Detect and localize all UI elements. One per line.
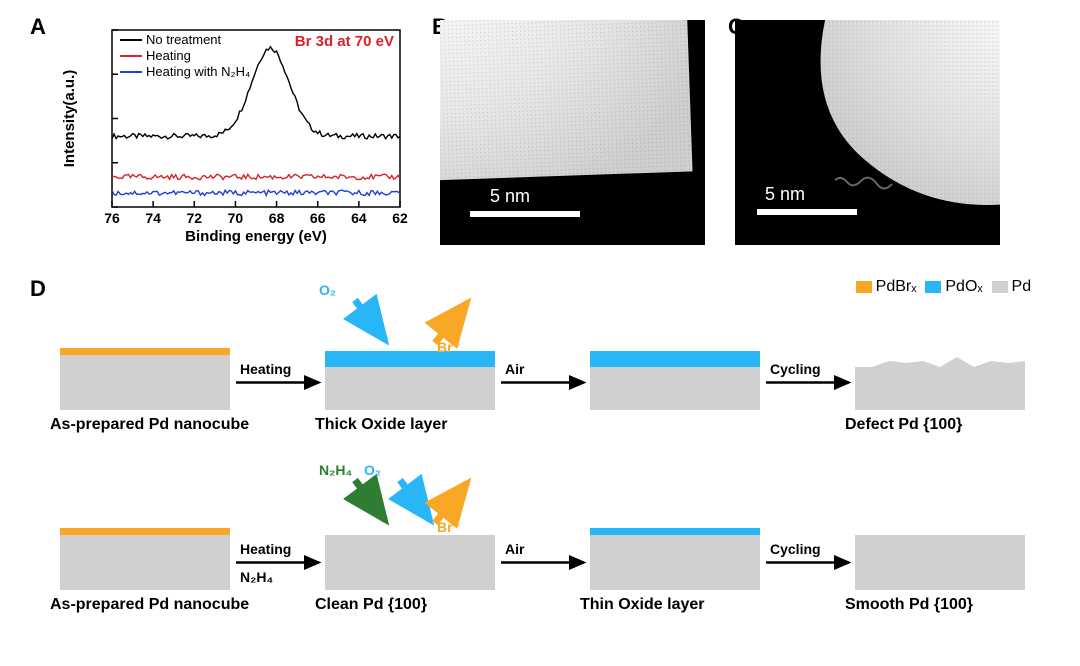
pd-block — [325, 367, 495, 410]
panel-a-label: A — [30, 14, 46, 40]
svg-text:74: 74 — [145, 210, 161, 226]
step-label: Air — [505, 361, 524, 377]
step-label: Air — [505, 541, 524, 557]
stage-caption: Clean Pd {100} — [315, 596, 525, 614]
svg-text:70: 70 — [228, 210, 244, 226]
svg-text:Heating with N₂H₄: Heating with N₂H₄ — [146, 64, 250, 79]
panel-d-schematic: As-prepared Pd nanocubeThick Oxide layer… — [60, 280, 1060, 650]
gas-label: N₂H₄ — [319, 462, 352, 478]
pd-block — [855, 535, 1025, 590]
gas-label: O₂ — [364, 462, 381, 478]
scalebar-c-text: 5 nm — [765, 184, 805, 205]
stage-caption: Smooth Pd {100} — [845, 596, 1055, 614]
gas-label: Br⁻ — [437, 519, 460, 536]
svg-text:64: 64 — [351, 210, 367, 226]
tem-image-c: 5 nm — [735, 20, 1000, 245]
panel-d-label: D — [30, 276, 46, 302]
scalebar-b-text: 5 nm — [490, 186, 530, 207]
step-label: Heating — [240, 361, 291, 377]
gas-label: Br⁻ — [437, 339, 460, 356]
scalebar-b — [470, 211, 580, 217]
svg-text:62: 62 — [392, 210, 408, 226]
surface-layer — [60, 528, 230, 535]
svg-text:66: 66 — [310, 210, 326, 226]
scalebar-c — [757, 209, 857, 215]
panel-b-tem: 5 nm — [440, 20, 705, 245]
stage-caption: Defect Pd {100} — [845, 416, 1055, 434]
figure-root: A B C D 7674727068666462Binding energy (… — [0, 0, 1080, 666]
surface-layer — [590, 351, 760, 367]
stage-caption: As-prepared Pd nanocube — [50, 416, 260, 434]
svg-text:76: 76 — [104, 210, 120, 226]
pd-block — [60, 355, 230, 410]
stage-caption: As-prepared Pd nanocube — [50, 596, 260, 614]
surface-layer — [590, 528, 760, 535]
pd-block — [590, 535, 760, 590]
pd-block — [325, 535, 495, 590]
step-label: Heating — [240, 541, 291, 557]
tem-image-b: 5 nm — [440, 20, 705, 245]
svg-text:No treatment: No treatment — [146, 32, 222, 47]
svg-text:Binding energy (eV): Binding energy (eV) — [185, 228, 327, 245]
surface-layer — [60, 348, 230, 355]
surface-layer — [325, 351, 495, 367]
gas-label: O₂ — [319, 282, 336, 298]
svg-text:Intensity(a.u.): Intensity(a.u.) — [61, 70, 78, 168]
step-label: Cycling — [770, 541, 821, 557]
pd-block — [60, 535, 230, 590]
stage-caption: Thick Oxide layer — [315, 416, 525, 434]
svg-text:72: 72 — [186, 210, 202, 226]
stage-caption: Thin Oxide layer — [580, 596, 790, 614]
step-label: Cycling — [770, 361, 821, 377]
panel-a-chart: 76 74 72 70 68 66 64 62 Binding energy (eV) Inten… — [60, 20, 410, 245]
svg-text:68: 68 — [269, 210, 285, 226]
svg-text:Heating: Heating — [146, 48, 191, 63]
panel-c-tem: 5 nm — [735, 20, 1000, 245]
svg-text:Br 3d at 70 eV: Br 3d at 70 eV — [295, 33, 394, 50]
pd-block — [590, 367, 760, 410]
xps-chart: 76 74 72 70 68 66 64 62 Binding energy (eV) Inten… — [60, 20, 410, 245]
step-sublabel: N₂H₄ — [240, 569, 273, 585]
